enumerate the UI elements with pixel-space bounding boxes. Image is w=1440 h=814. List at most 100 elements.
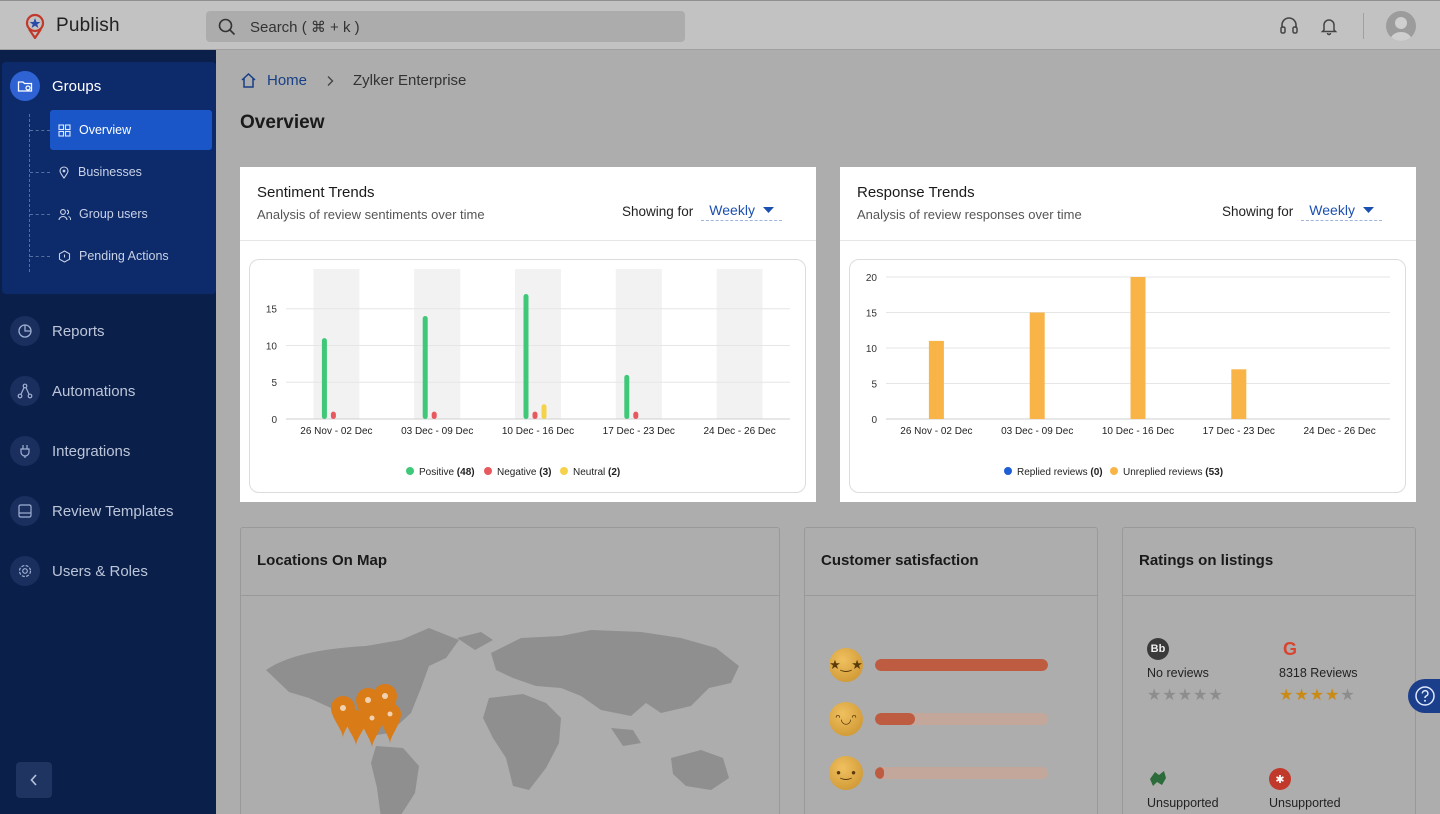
y-tick-label: 15 xyxy=(866,309,878,320)
home-icon[interactable] xyxy=(240,72,257,89)
bar-negative xyxy=(532,411,538,419)
tree-branch xyxy=(30,256,50,257)
listing-rating-item[interactable]: G 8318 Reviews ★★★★★ xyxy=(1279,638,1358,705)
plug-icon xyxy=(10,436,40,466)
bar-positive xyxy=(523,294,529,419)
sidebar-item-reports[interactable]: Reports xyxy=(10,316,105,346)
ratings-on-listings-card: Ratings on listings Bb No reviews ★★★★★ … xyxy=(1122,527,1416,814)
category-band xyxy=(515,269,561,419)
sidebar-item-integrations[interactable]: Integrations xyxy=(10,436,130,466)
bar-positive xyxy=(321,338,327,419)
sidebar-item-label: Integrations xyxy=(52,442,131,460)
legend-count: (0) xyxy=(1090,467,1102,478)
breadcrumb-current: Zylker Enterprise xyxy=(353,72,467,89)
tree-branch xyxy=(30,214,50,215)
legend-marker xyxy=(406,467,414,475)
groups-folder-icon xyxy=(10,71,40,101)
groups-section: Groups Overview Businesses Group users P… xyxy=(2,62,216,294)
star-rating: ★★★★★ xyxy=(1147,687,1224,704)
satisfaction-row: ★‿★ xyxy=(829,648,1048,682)
top-bar: Publish Search ( ⌘ + k ) xyxy=(0,0,1440,50)
sidebar-subitem-pending-actions[interactable]: Pending Actions xyxy=(50,236,212,276)
legend-label: Replied reviews (0) xyxy=(1017,467,1103,478)
avatar[interactable] xyxy=(1386,11,1416,41)
y-tick-label: 5 xyxy=(871,380,877,391)
period-dropdown[interactable]: Weekly xyxy=(1301,202,1382,221)
bar-negative xyxy=(633,411,639,419)
legend-marker xyxy=(484,467,492,475)
tree-line xyxy=(29,114,30,272)
category-band xyxy=(414,269,461,419)
page-title: Overview xyxy=(240,112,325,133)
caret-down-icon xyxy=(1362,206,1374,213)
toolbar-divider xyxy=(1363,13,1364,39)
x-tick-label: 10 Dec - 16 Dec xyxy=(502,426,574,437)
x-tick-label: 26 Nov - 02 Dec xyxy=(300,426,372,437)
search-bar[interactable]: Search ( ⌘ + k ) xyxy=(206,11,685,42)
bar-unreplied-reviews xyxy=(1029,312,1045,419)
locations-map-card: Locations On Map xyxy=(240,527,780,814)
chevron-right-icon xyxy=(327,75,334,86)
collapse-sidebar-button[interactable] xyxy=(16,762,52,798)
response-chart: 0 5 10 15 20 26 Nov - 02 Dec 03 Dec - 09 Dec 10… xyxy=(866,273,1390,478)
satisfaction-bar-fill xyxy=(875,659,1048,671)
satisfaction-bar xyxy=(875,767,1048,779)
sidebar-subitem-label: Overview xyxy=(79,123,132,137)
category-band xyxy=(716,269,763,419)
customer-satisfaction-card: Customer satisfaction ★‿★ ᵔ◡ᵔ •‿• xyxy=(804,527,1098,814)
legend-marker xyxy=(1110,467,1118,475)
sidebar-subitem-overview[interactable]: Overview xyxy=(50,110,212,150)
pin-centers xyxy=(340,693,393,721)
listing-rating-item[interactable]: Unsupported xyxy=(1147,768,1219,810)
sidebar-item-review-templates[interactable]: Review Templates xyxy=(10,496,173,526)
help-button[interactable] xyxy=(1408,679,1440,713)
sidebar-subitem-label: Group users xyxy=(79,207,148,221)
sidebar-item-users-roles[interactable]: Users & Roles xyxy=(10,556,148,586)
sidebar-item-automations[interactable]: Automations xyxy=(10,376,135,406)
sidebar-subitem-businesses[interactable]: Businesses xyxy=(50,152,212,192)
user-avatar-icon xyxy=(1390,17,1412,41)
listing-rating-item[interactable]: ✱ Unsupported xyxy=(1269,768,1341,810)
x-tick-label: 24 Dec - 26 Dec xyxy=(703,426,775,437)
divider xyxy=(1123,595,1415,596)
sidebar-item-label: Groups xyxy=(52,77,102,95)
satisfaction-bar-fill xyxy=(875,767,884,779)
legend-marker xyxy=(560,467,568,475)
overview-icon xyxy=(58,123,71,137)
sidebar-item-label: Automations xyxy=(52,382,136,400)
pie-chart-icon xyxy=(10,316,40,346)
legend-marker xyxy=(1004,467,1012,475)
period-dropdown[interactable]: Weekly xyxy=(701,202,782,221)
workflow-icon xyxy=(10,376,40,406)
app-logo[interactable]: Publish xyxy=(24,13,120,39)
card-title: Response Trends xyxy=(857,184,975,201)
bell-icon[interactable] xyxy=(1319,16,1339,36)
bar-unreplied-reviews xyxy=(1130,277,1146,419)
legend-count: (48) xyxy=(457,467,475,478)
bar-neutral xyxy=(541,404,547,419)
world-map[interactable] xyxy=(261,618,761,814)
satisfaction-bar xyxy=(875,659,1048,671)
location-pins xyxy=(331,684,401,748)
sentiment-trends-card: Sentiment Trends Analysis of review sent… xyxy=(240,167,816,502)
x-tick-label: 10 Dec - 16 Dec xyxy=(1102,426,1174,437)
card-subtitle: Analysis of review responses over time xyxy=(857,207,1082,222)
sidebar-subitem-group-users[interactable]: Group users xyxy=(50,194,212,234)
headset-icon[interactable] xyxy=(1279,16,1299,36)
listing-status: Unsupported xyxy=(1269,796,1341,810)
legend-count: (53) xyxy=(1205,467,1223,478)
y-tick-label: 15 xyxy=(266,305,278,316)
listing-rating-item[interactable]: Bb No reviews ★★★★★ xyxy=(1147,638,1224,705)
star-struck-emoji-icon: ★‿★ xyxy=(829,648,863,682)
smiling-emoji-icon: •‿• xyxy=(829,756,863,790)
legend-label: Negative (3) xyxy=(497,467,551,478)
response-trends-card: Response Trends Analysis of review respo… xyxy=(840,167,1416,502)
location-pin-icon xyxy=(59,165,69,179)
sidebar-item-label: Users & Roles xyxy=(52,562,148,580)
divider xyxy=(805,595,1097,596)
bar-unreplied-reviews xyxy=(1231,369,1247,419)
sidebar-item-groups[interactable]: Groups xyxy=(10,71,101,101)
breadcrumb-home-link[interactable]: Home xyxy=(267,72,308,89)
bar-unreplied-reviews xyxy=(928,340,944,419)
card-title: Ratings on listings xyxy=(1139,552,1274,569)
